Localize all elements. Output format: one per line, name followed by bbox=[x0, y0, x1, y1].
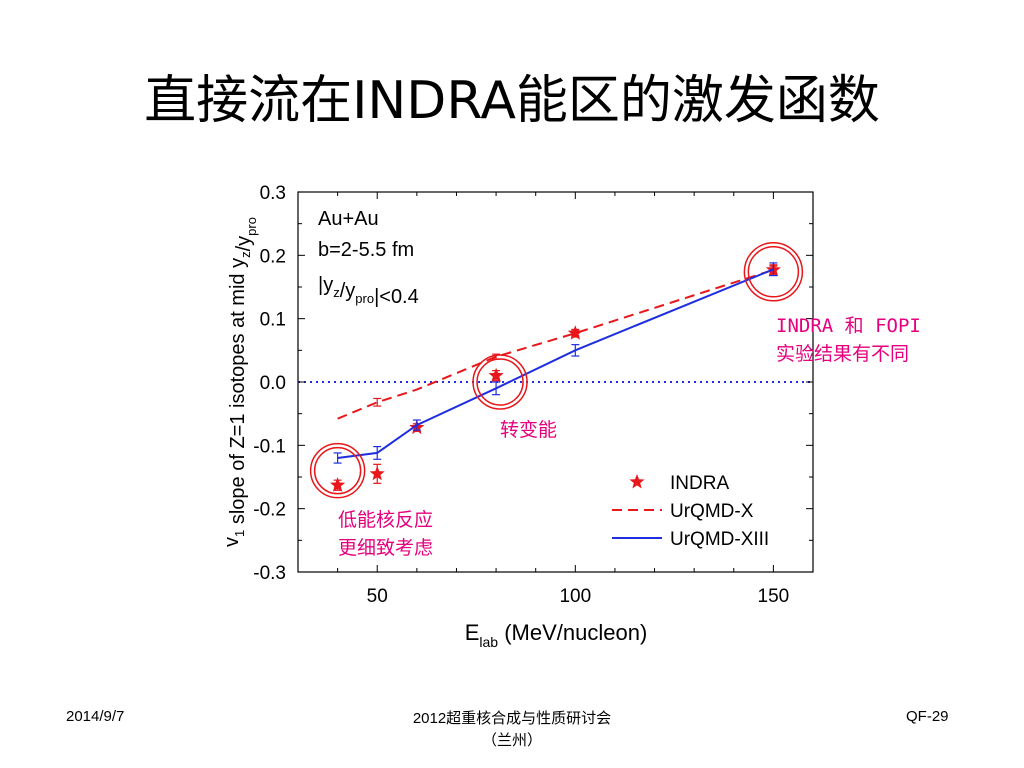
urqmd-xiii-line bbox=[337, 268, 774, 459]
legend-urqmd-xiii-label: UrQMD-XIII bbox=[670, 529, 769, 550]
indra-data-point bbox=[330, 477, 346, 492]
indra-data-point bbox=[488, 367, 504, 383]
annotation-left: 低能核反应 更细致考虑 bbox=[338, 506, 433, 562]
annotation-right-line2: 实验结果有不同 bbox=[776, 343, 910, 365]
footer-center: 2012超重核合成与性质研讨会 （兰州） bbox=[362, 708, 662, 752]
annotation-middle: 转变能 bbox=[500, 419, 558, 441]
highlight-circle bbox=[743, 242, 804, 302]
plot-text-impact: b=2-5.5 fm bbox=[318, 239, 414, 261]
indra-data-point bbox=[369, 465, 385, 481]
annotation-left-line2: 更细致考虑 bbox=[338, 537, 434, 559]
footer-location: （兰州） bbox=[481, 732, 542, 749]
y-tick-label: -0.2 bbox=[253, 500, 286, 521]
x-axis-label: Elab (MeV/nucleon) bbox=[465, 620, 648, 650]
footer-slide-number: QF-29 bbox=[906, 708, 949, 725]
y-tick-label: 0.1 bbox=[260, 310, 286, 331]
highlight-circle-inner bbox=[313, 446, 362, 495]
y-tick-label: 0.3 bbox=[260, 183, 286, 204]
legend-urqmd-x-label: UrQMD-X bbox=[670, 501, 754, 522]
urqmd-x-line bbox=[337, 268, 774, 420]
y-tick-label: 0.2 bbox=[260, 246, 286, 267]
highlight-circle bbox=[309, 442, 366, 499]
annotation-left-line1: 低能核反应 bbox=[338, 509, 434, 531]
highlight-circle-inner bbox=[476, 358, 524, 406]
x-tick-label: 100 bbox=[559, 586, 591, 607]
highlight-circle bbox=[472, 354, 528, 410]
footer-conference: 2012超重核合成与性质研讨会 bbox=[412, 710, 612, 727]
x-tick-label: 150 bbox=[758, 586, 790, 607]
plot-text-rapidity-cut: |yz/ypro|<0.4 bbox=[318, 274, 419, 308]
annotation-right: INDRA 和 FOPI 实验结果有不同 bbox=[776, 312, 921, 368]
x-tick-label: 50 bbox=[367, 586, 388, 607]
annotation-right-line1: INDRA 和 FOPI bbox=[776, 315, 921, 337]
footer-date: 2014/9/7 bbox=[66, 708, 125, 725]
y-axis-label: v1 slope of Z=1 isotopes at mid yz/ypro bbox=[221, 217, 259, 547]
slide-title: 直接流在INDRA能区的激发函数 bbox=[144, 71, 880, 131]
y-tick-label: -0.1 bbox=[253, 436, 286, 457]
y-tick-label: 0.0 bbox=[260, 373, 286, 394]
legend-indra-marker bbox=[629, 474, 645, 489]
y-tick-label: -0.3 bbox=[253, 563, 286, 584]
plot-text-system: Au+Au bbox=[318, 208, 379, 230]
highlight-circle-inner bbox=[747, 246, 800, 298]
legend-indra-label: INDRA bbox=[670, 473, 729, 494]
